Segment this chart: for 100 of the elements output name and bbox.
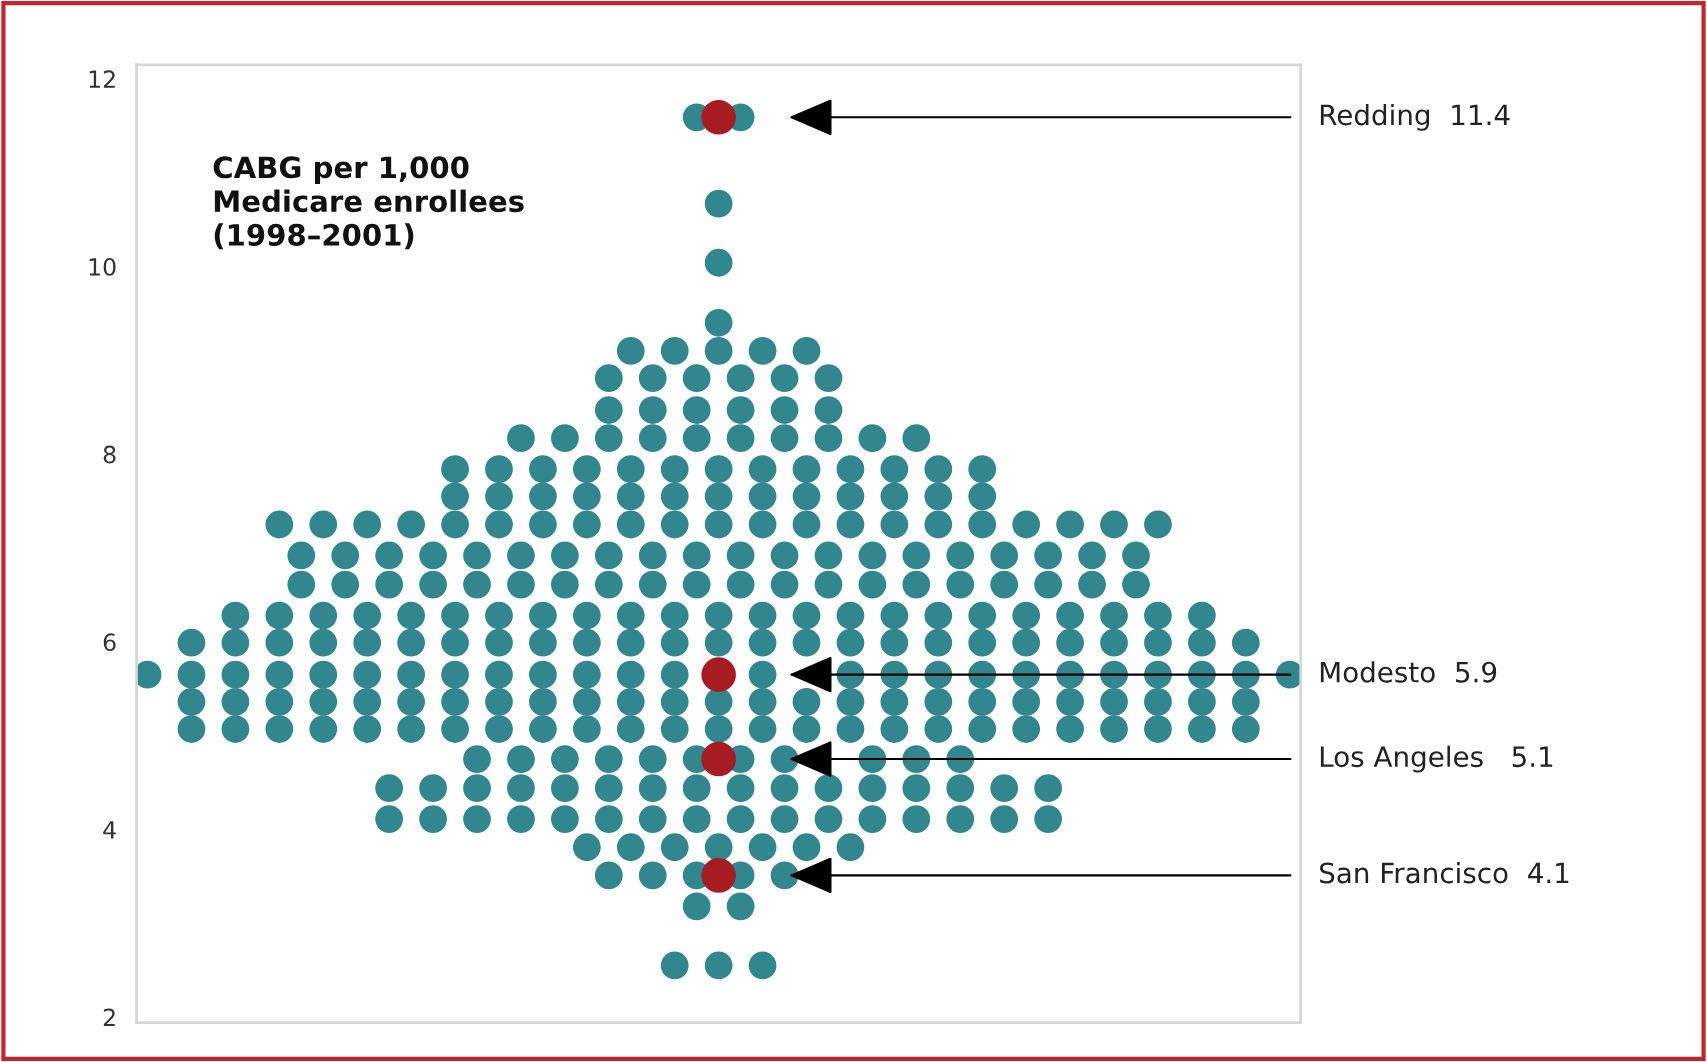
point [572, 628, 601, 657]
point [353, 687, 382, 716]
point [1078, 570, 1106, 599]
point [704, 833, 733, 862]
point [419, 541, 447, 570]
point [682, 774, 711, 803]
point [1012, 715, 1041, 743]
point [770, 424, 799, 453]
point [924, 510, 953, 539]
point [902, 570, 931, 599]
point [551, 745, 579, 773]
point [551, 424, 579, 453]
point [968, 601, 997, 630]
point [485, 510, 513, 539]
point [682, 570, 711, 599]
point [726, 892, 755, 921]
point [485, 687, 513, 716]
point [701, 858, 736, 893]
point [968, 628, 997, 657]
point [1100, 687, 1128, 716]
point [1122, 541, 1150, 570]
point [704, 715, 733, 743]
point [704, 951, 733, 980]
point [638, 541, 667, 570]
point [704, 189, 733, 218]
point [880, 601, 909, 630]
point [660, 687, 689, 716]
point [1144, 628, 1172, 657]
y-tick-label: 2 [103, 1008, 115, 1027]
point [529, 601, 557, 630]
point [836, 601, 865, 630]
text: CABG per 1,000 Medicare enrollees (1998–2001) [213, 156, 524, 250]
point [660, 660, 689, 689]
point [858, 805, 887, 833]
point [221, 660, 250, 689]
point [353, 510, 382, 539]
point [375, 570, 404, 599]
point [748, 510, 777, 539]
point [441, 687, 469, 716]
point [309, 660, 338, 689]
point [792, 687, 821, 716]
point [529, 715, 557, 743]
point [682, 805, 711, 833]
point [748, 601, 777, 630]
point [748, 687, 777, 716]
point [594, 774, 623, 803]
point [507, 774, 535, 803]
point [770, 396, 799, 424]
point [441, 628, 469, 657]
text: Los Angeles 5.1 [1320, 745, 1553, 773]
point [397, 601, 426, 630]
point [1122, 570, 1150, 599]
point [748, 833, 777, 862]
point [660, 715, 689, 743]
point [1231, 715, 1260, 743]
point [770, 541, 799, 570]
point [990, 541, 1019, 570]
point [353, 601, 382, 630]
point [638, 396, 667, 424]
point [441, 715, 469, 743]
point [507, 805, 535, 833]
point [924, 601, 953, 630]
point [880, 510, 909, 539]
point [1188, 601, 1216, 630]
point [660, 482, 689, 511]
point [704, 482, 733, 511]
point [660, 337, 689, 365]
point [309, 601, 338, 630]
point [1012, 628, 1041, 657]
point [880, 715, 909, 743]
y-tick-label: 10 [89, 257, 116, 276]
point [309, 628, 338, 657]
point [792, 833, 821, 862]
point [726, 805, 755, 833]
point [375, 805, 404, 833]
point [485, 601, 513, 630]
point [287, 570, 316, 599]
y-tick-label: 6 [103, 633, 116, 652]
point [1188, 715, 1216, 743]
point [748, 715, 777, 743]
point [507, 424, 535, 453]
point [616, 715, 645, 743]
point [836, 510, 865, 539]
point [792, 628, 821, 657]
point [375, 541, 404, 570]
point [1034, 570, 1063, 599]
point [1078, 541, 1106, 570]
point [507, 745, 535, 773]
point [594, 424, 623, 453]
point [924, 715, 953, 743]
point [814, 570, 843, 599]
point [924, 628, 953, 657]
point [792, 455, 821, 484]
point [551, 774, 579, 803]
point [397, 715, 426, 743]
point [419, 774, 447, 803]
point [946, 570, 975, 599]
point [682, 396, 711, 424]
point [770, 774, 799, 803]
point [1144, 715, 1172, 743]
